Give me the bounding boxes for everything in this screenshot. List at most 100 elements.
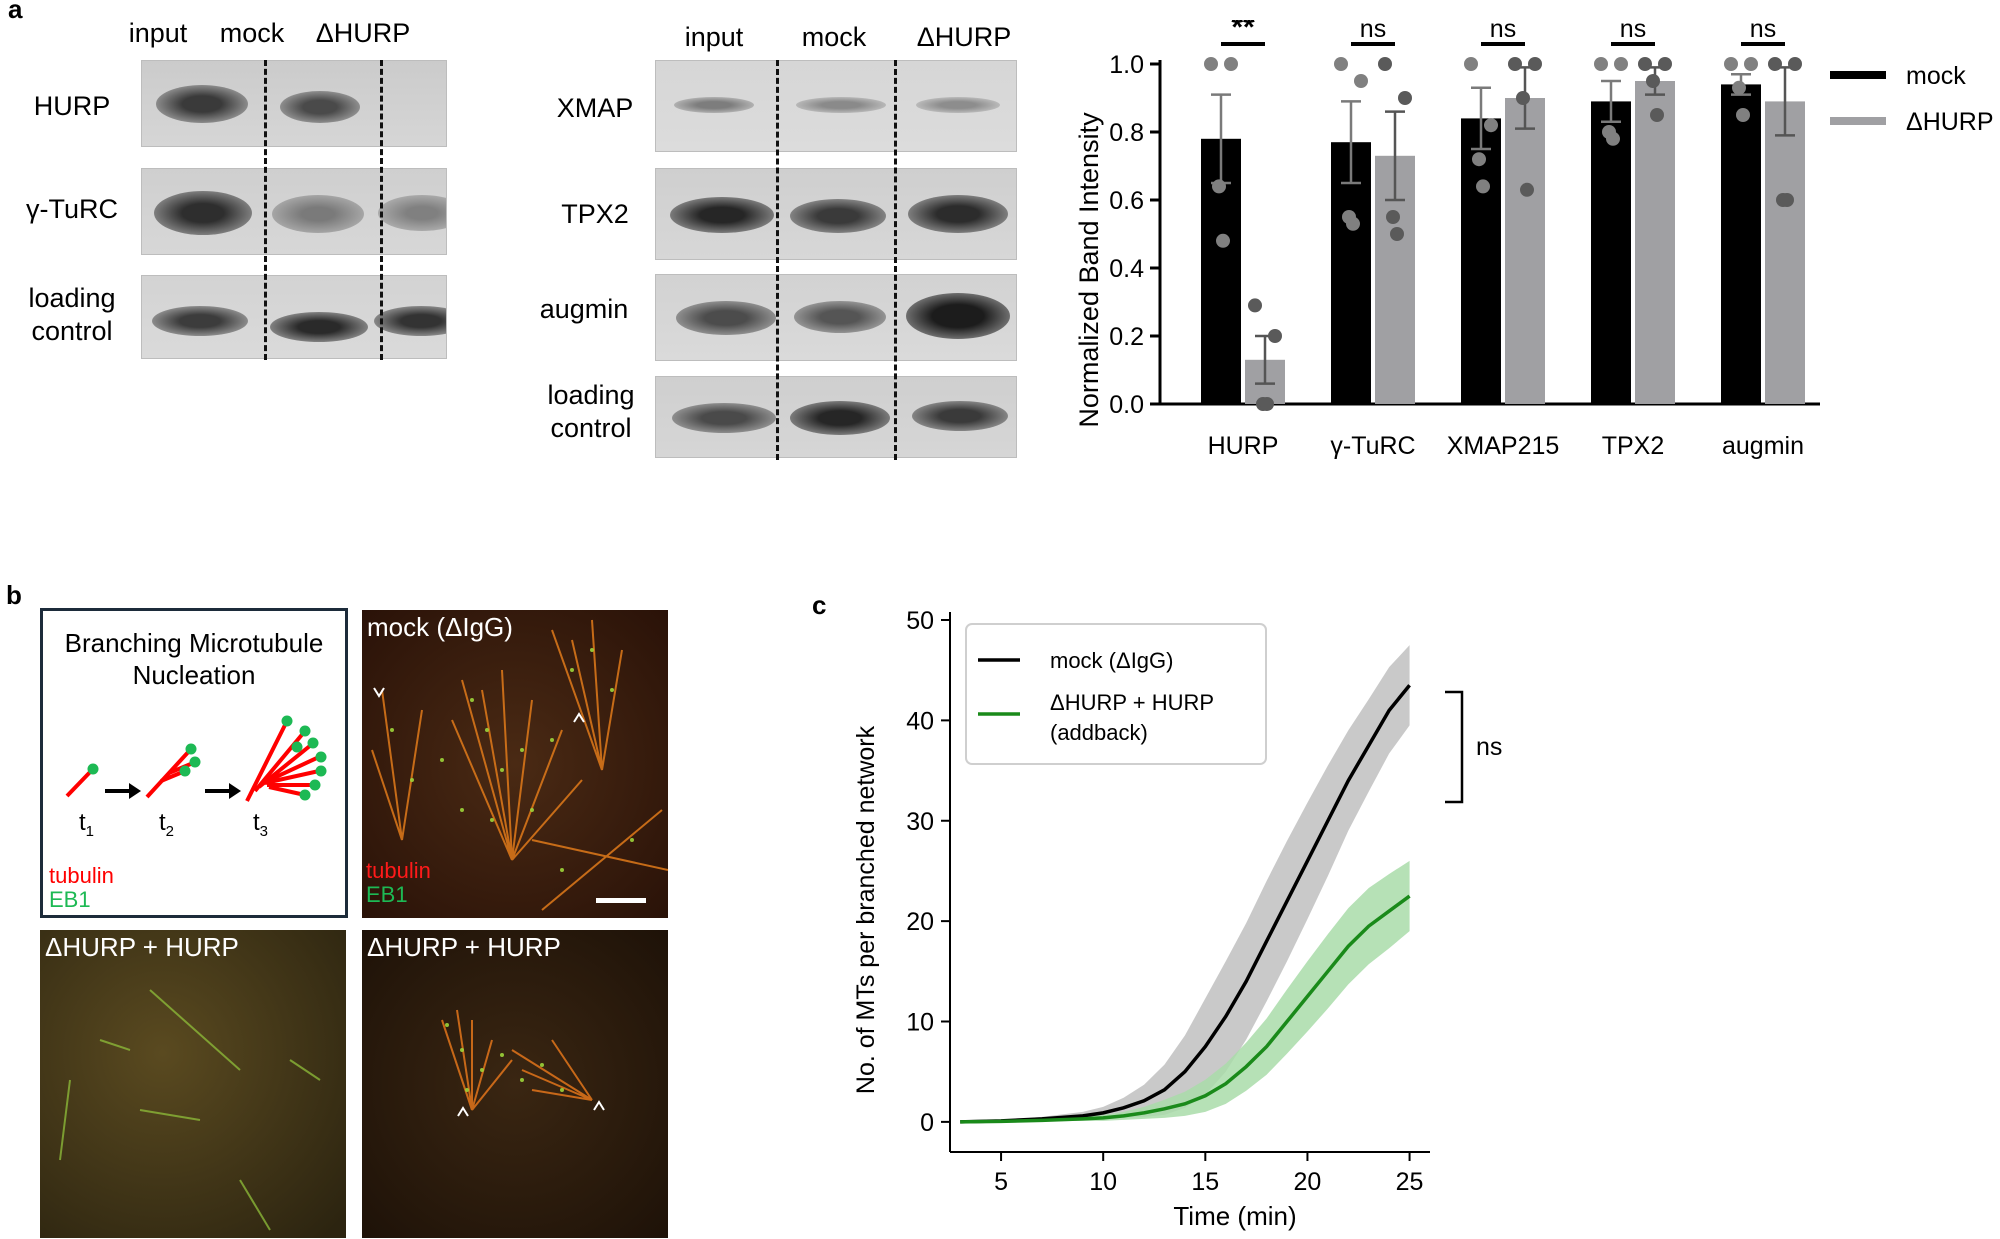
y-tick-label: 30	[906, 808, 934, 836]
data-point	[1378, 57, 1392, 71]
x-tick-label: 10	[1089, 1168, 1117, 1196]
x-tick-label: 25	[1396, 1168, 1424, 1196]
legend-label: (addback)	[1050, 720, 1148, 745]
data-point	[1744, 57, 1758, 71]
blot-hurp	[141, 60, 447, 147]
significance-label: **	[1231, 20, 1255, 44]
bar	[1505, 98, 1545, 404]
lane-label-mock: mock	[801, 22, 867, 52]
arrow-icon	[229, 783, 241, 799]
blot-augmin	[655, 274, 1017, 361]
data-point	[1390, 227, 1404, 241]
data-point	[1204, 57, 1218, 71]
y-tick-label: 0.2	[1109, 323, 1144, 351]
data-point	[1484, 118, 1498, 133]
micrograph-label: mock (ΔIgG)	[367, 612, 513, 642]
blot-loading-left	[141, 275, 447, 359]
series-line	[960, 684, 1411, 1124]
data-point	[1464, 57, 1478, 71]
micrograph-dhurp-hurp-2: ΔHURP + HURP	[362, 930, 668, 1238]
data-point	[1788, 57, 1802, 71]
lane-label-dhurp: ΔHURP	[916, 22, 1012, 52]
data-point	[1508, 57, 1522, 71]
data-point	[1516, 91, 1530, 105]
series-line	[960, 894, 1411, 1124]
row-label-loading: loading control	[547, 380, 635, 443]
bar	[1635, 81, 1675, 404]
schematic-box: Branching Microtubule Nucleation	[40, 608, 348, 918]
x-tick-label: 15	[1191, 1168, 1219, 1196]
data-point	[1658, 57, 1672, 71]
data-point	[1386, 210, 1400, 224]
lane-divider	[894, 60, 897, 460]
y-tick-label: 40	[906, 707, 934, 735]
lane-divider	[776, 60, 779, 460]
eb1-dot	[87, 763, 99, 775]
row-label-gturc: γ-TuRC	[26, 194, 118, 224]
data-point	[1780, 193, 1794, 207]
y-tick-label: 50	[906, 607, 934, 635]
schematic-title: Branching Microtubule Nucleation	[64, 628, 324, 690]
data-point	[1732, 80, 1746, 95]
line-chart-y-label: No. of MTs per branched network	[852, 725, 880, 1094]
category-label: TPX2	[1602, 432, 1665, 460]
micrograph-image	[362, 610, 668, 918]
data-point	[1528, 57, 1542, 71]
significance-label: ns	[1620, 20, 1646, 43]
time-label-t1: t1	[79, 809, 95, 840]
panel-letter-a: a	[8, 0, 23, 24]
data-point	[1724, 57, 1738, 71]
arrowhead-icon	[573, 712, 585, 723]
lane-label-dhurp: ΔHURP	[315, 18, 411, 48]
data-point	[1520, 182, 1534, 197]
significance-label: ns	[1360, 20, 1386, 43]
y-tick-label: 0	[920, 1109, 934, 1137]
lane-label-input: input	[684, 22, 744, 52]
legend-eb1: EB1	[366, 882, 408, 907]
category-label: HURP	[1208, 432, 1279, 460]
significance-label: ns	[1490, 20, 1516, 43]
data-point	[1248, 298, 1262, 313]
micrograph-image	[40, 930, 346, 1238]
legend-label: mock	[1906, 62, 1966, 90]
micrograph-label: ΔHURP + HURP	[45, 932, 239, 962]
row-label-augmin: augmin	[539, 294, 629, 324]
y-tick-label: 0.0	[1109, 391, 1144, 419]
y-tick-label: 0.6	[1109, 187, 1144, 215]
microtubule	[65, 767, 95, 798]
row-label-tpx2: TPX2	[561, 199, 629, 229]
micrograph-mock: mock (ΔIgG) tubulin EB1	[362, 610, 668, 918]
data-point	[1594, 57, 1608, 71]
data-point	[1224, 57, 1238, 71]
confidence-band	[960, 860, 1410, 1122]
data-point	[1614, 57, 1628, 71]
bracket	[1445, 690, 1464, 804]
time-label-t3: t3	[253, 809, 269, 840]
lane-divider	[264, 60, 267, 360]
bar	[1765, 101, 1805, 405]
row-label-loading: loading control	[28, 283, 116, 346]
confidence-band	[960, 645, 1410, 1122]
data-point	[1736, 108, 1750, 122]
y-tick-label: 0.4	[1109, 255, 1144, 283]
data-point	[1638, 57, 1652, 71]
data-point	[1334, 57, 1348, 71]
micrograph-label: ΔHURP + HURP	[367, 932, 561, 962]
scale-bar	[596, 898, 646, 903]
blot-xmap	[655, 60, 1017, 152]
branching-diagram	[65, 715, 327, 802]
data-point	[1212, 179, 1226, 194]
data-point	[1476, 179, 1490, 194]
panel-letter-c: c	[812, 590, 827, 620]
arrowhead-icon	[373, 687, 385, 698]
bar	[1331, 142, 1371, 404]
branch-network-t3	[245, 715, 327, 802]
category-label: XMAP215	[1447, 432, 1560, 460]
lane-label-input: input	[128, 18, 188, 48]
x-tick-label: 20	[1294, 1168, 1322, 1196]
row-label-xmap: XMAP	[556, 93, 634, 123]
category-label: augmin	[1722, 432, 1804, 460]
blot-gturc	[141, 168, 447, 255]
legend-label: ΔHURP + HURP	[1050, 690, 1214, 715]
arrowhead-icon	[457, 1106, 469, 1117]
